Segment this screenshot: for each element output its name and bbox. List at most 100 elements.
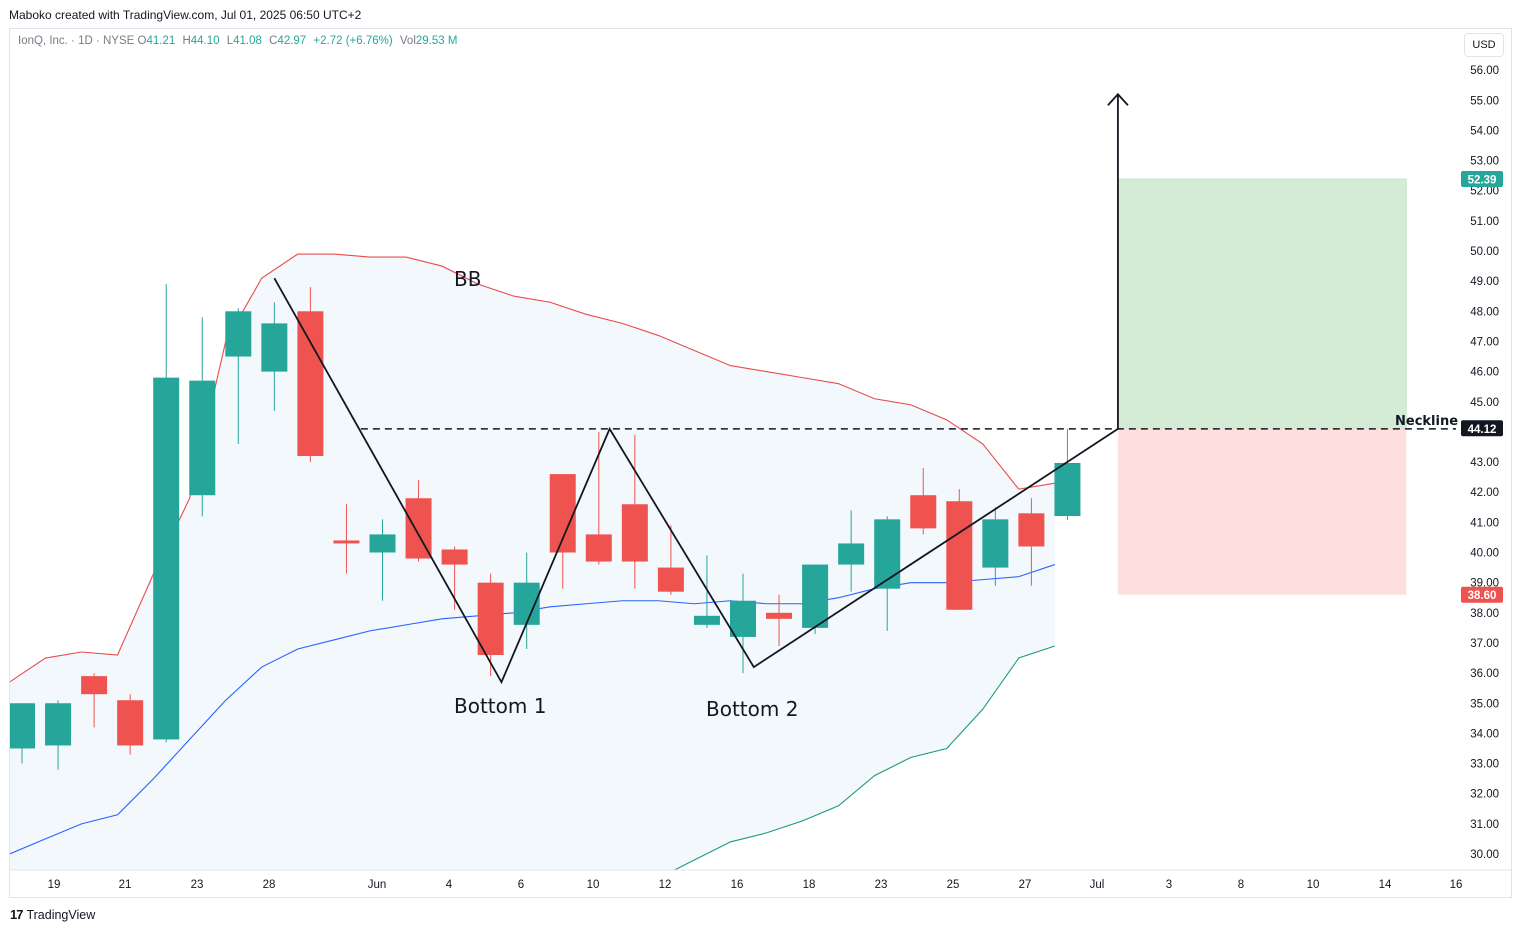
- candle: [81, 673, 108, 728]
- y-axis-tick-label: 31.00: [1470, 819, 1499, 831]
- candle-body: [117, 700, 144, 746]
- candle-body: [910, 495, 937, 529]
- candle: [225, 308, 252, 444]
- target-price-label-text: 52.39: [1468, 174, 1497, 186]
- candle: [10, 703, 35, 764]
- x-axis-tick-label: 16: [1450, 879, 1463, 891]
- candle-body: [261, 323, 288, 372]
- candle: [730, 573, 756, 674]
- candle: [657, 525, 684, 595]
- target-arrow-head: [1107, 92, 1129, 106]
- candle: [982, 507, 1009, 586]
- candle-body: [189, 380, 216, 496]
- candle-body: [802, 564, 829, 628]
- y-axis-tick-label: 43.00: [1470, 457, 1499, 469]
- x-axis-tick-label: 27: [1019, 879, 1032, 891]
- target-price-label: 52.39: [1461, 170, 1503, 187]
- y-axis-tick-label: 56.00: [1470, 65, 1499, 77]
- candle: [874, 516, 901, 631]
- ohlc-value-h: 44.10: [190, 35, 220, 47]
- y-axis-tick-label: 37.00: [1470, 638, 1499, 650]
- candle-body: [81, 676, 108, 695]
- entry-price-label: 44.12: [1461, 420, 1503, 437]
- ohlc-value-l: 41.08: [233, 35, 262, 47]
- tradingview-brand: TradingView: [26, 907, 96, 922]
- x-axis-tick-label: 12: [659, 879, 672, 891]
- ohlc-value-o: 41.21: [146, 35, 176, 47]
- y-axis-tick-label: 51.00: [1470, 216, 1499, 228]
- annotation-bottom-1: Bottom 1: [454, 694, 546, 718]
- candle: [802, 564, 829, 634]
- candle: [369, 519, 396, 601]
- candle: [585, 431, 612, 565]
- x-axis-tick-label: 23: [191, 879, 204, 891]
- y-axis-tick-label: 52.00: [1470, 186, 1499, 198]
- x-axis-tick-label: 10: [587, 879, 600, 891]
- symbol-info[interactable]: IonQ, Inc. · 1D · NYSE: [18, 35, 135, 47]
- x-axis-tick-label: 14: [1379, 879, 1392, 891]
- bollinger-lower-line: [673, 645, 1056, 870]
- candle: [297, 287, 324, 463]
- candle-body: [621, 504, 648, 562]
- x-axis-tick-label: 3: [1166, 879, 1172, 891]
- candle-body: [982, 519, 1009, 568]
- ohlc-key-c: C: [265, 35, 278, 47]
- candle-body: [1054, 462, 1081, 517]
- candle-body: [333, 540, 360, 544]
- x-axis-tick-label: 25: [947, 879, 960, 891]
- y-axis-tick-label: 41.00: [1470, 517, 1499, 529]
- volume-label: Vol: [399, 35, 416, 47]
- candle-body: [838, 543, 865, 565]
- stop-zone: [1117, 428, 1407, 595]
- candle: [621, 434, 648, 589]
- tradingview-logo[interactable]: 17 TradingView: [10, 907, 95, 922]
- y-axis-tick-label: 50.00: [1470, 246, 1499, 258]
- candle: [838, 510, 865, 592]
- candle-body: [585, 534, 612, 562]
- x-axis-tick-label: 10: [1307, 879, 1320, 891]
- ohlc-values: O41.21 H44.10 L41.08 C42.97: [138, 35, 311, 47]
- currency-button[interactable]: USD: [1464, 33, 1504, 57]
- candle-body: [946, 501, 973, 610]
- candle-body: [1018, 513, 1045, 547]
- candle-body: [730, 600, 756, 637]
- price-change: +2.72 (+6.76%): [313, 35, 393, 47]
- candle-body: [693, 615, 720, 625]
- ohlc-key-o: O: [137, 35, 147, 47]
- y-axis-tick-label: 32.00: [1470, 789, 1499, 801]
- candle-body: [369, 534, 396, 553]
- y-axis-tick-label: 48.00: [1470, 306, 1499, 318]
- chart-pane[interactable]: [9, 28, 1512, 898]
- stop-price-label: 38.60: [1461, 586, 1503, 603]
- candle: [45, 700, 72, 770]
- y-axis-tick-label: 47.00: [1470, 336, 1499, 348]
- x-axis-tick-label: 21: [119, 879, 132, 891]
- candle-body: [297, 311, 324, 457]
- candle: [153, 284, 180, 743]
- bollinger-fill: [10, 254, 1055, 870]
- x-axis-tick-label: 23: [875, 879, 888, 891]
- y-axis-tick-label: 34.00: [1470, 728, 1499, 740]
- candle: [1054, 428, 1081, 520]
- candle-body: [225, 311, 252, 357]
- y-axis-tick-label: 42.00: [1470, 487, 1499, 499]
- candle-body: [10, 703, 35, 749]
- bollinger-upper-line: [10, 253, 1055, 683]
- candle: [189, 317, 216, 517]
- ohlc-key-l: L: [223, 35, 234, 47]
- candle: [766, 594, 793, 646]
- candle-body: [657, 567, 684, 592]
- ohlc-key-h: H: [179, 35, 191, 47]
- y-axis-tick-label: 53.00: [1470, 156, 1499, 168]
- entry-price-label-bg: [1461, 420, 1503, 437]
- symbol-legend[interactable]: IonQ, Inc. · 1D · NYSE O41.21 H44.10 L41…: [18, 35, 461, 47]
- y-axis-tick-label: 45.00: [1470, 397, 1499, 409]
- chart-attribution: Maboko created with TradingView.com, Jul…: [9, 8, 362, 22]
- x-axis-tick-label: 28: [263, 879, 276, 891]
- candle: [333, 504, 360, 574]
- candle-body: [477, 582, 504, 656]
- y-axis-tick-label: 39.00: [1470, 578, 1499, 590]
- target-price-label-bg: [1461, 170, 1503, 187]
- candle-body: [874, 519, 901, 589]
- x-axis-tick-label: 6: [518, 879, 524, 891]
